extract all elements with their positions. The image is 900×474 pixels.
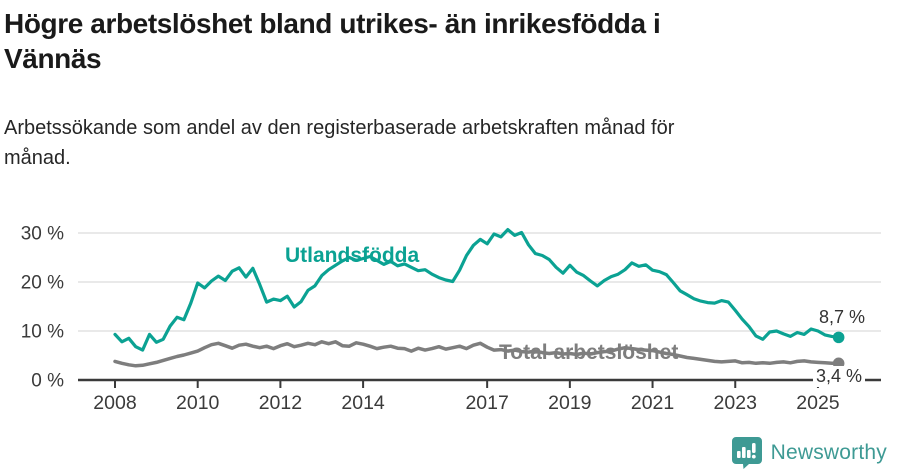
chart-subtitle: Arbetssökande som andel av den registerb…: [4, 113, 674, 173]
brand-footer: Newsworthy: [731, 436, 887, 469]
x-tick-label: 2012: [259, 392, 302, 414]
x-tick-label: 2008: [93, 392, 136, 414]
end-value-label-total: 3,4 %: [813, 366, 866, 387]
end-value-label-utlandsfodda: 8,7 %: [819, 307, 866, 327]
x-tick-label: 2019: [548, 392, 591, 414]
end-dot-utlandsfodda: [832, 331, 845, 344]
brand-name: Newsworthy: [770, 440, 887, 464]
line-chart-svg: 30 % 20 % 10 % 0 % 2008 2010 2012 2014 2017 2019 2…: [21, 224, 881, 414]
x-tick-label: 2021: [631, 392, 674, 414]
title-line-2: Vännäs: [4, 43, 102, 74]
title-line-1: Högre arbetslöshet bland utrikes- än inr…: [4, 8, 661, 39]
subtitle-line-1: Arbetssökande som andel av den registerb…: [4, 117, 675, 139]
page-title: Högre arbetslöshet bland utrikes- än inr…: [4, 6, 661, 76]
series-label-utlandsfodda: Utlandsfödda: [285, 244, 420, 267]
x-tick-label: 2014: [341, 392, 385, 414]
x-tick-label: 2023: [714, 392, 757, 414]
x-tick-label: 2017: [465, 392, 508, 414]
series-line-utlandsfodda: [113, 228, 841, 352]
y-tick-label: 30 %: [21, 224, 64, 245]
series-line-total: [113, 340, 841, 368]
series-label-total-arbetsloshet: Total arbetslöshet: [499, 341, 679, 364]
x-tick-label: 2025: [796, 392, 840, 414]
subtitle-line-2: månad.: [4, 147, 71, 169]
y-tick-label: 20 %: [21, 273, 64, 294]
newsworthy-logo-icon: [731, 437, 762, 469]
y-tick-label: 0 %: [31, 371, 64, 392]
y-tick-label: 10 %: [21, 322, 64, 343]
x-tick-label: 2010: [176, 392, 220, 414]
line-chart: 30 % 20 % 10 % 0 % 2008 2010 2012 2014 2017 2019 2…: [0, 198, 900, 433]
